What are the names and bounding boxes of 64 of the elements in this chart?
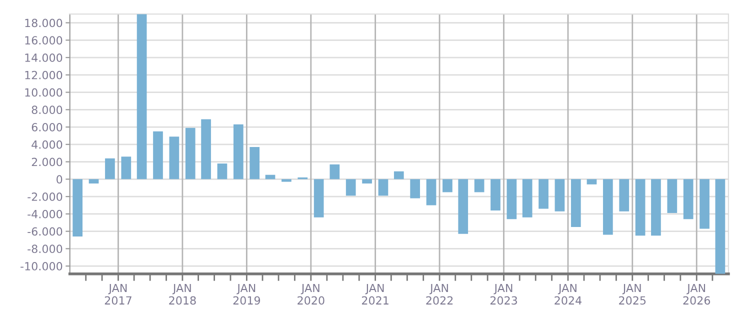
bar [410, 179, 420, 198]
bar [683, 179, 694, 220]
y-tick-label: 0 [56, 175, 62, 184]
bar [201, 119, 211, 180]
y-tick-label: 10.000 [25, 88, 62, 97]
bar [185, 128, 196, 180]
bar [88, 179, 99, 184]
bar [635, 179, 646, 236]
bar [169, 136, 180, 180]
x-tick-label: JAN 2018 [169, 284, 196, 305]
bar [538, 179, 548, 209]
bar [474, 179, 484, 192]
y-tick-label: 14.000 [25, 54, 62, 62]
x-tick-label: JAN 2019 [233, 284, 260, 305]
bar [522, 179, 532, 218]
y-tick-label: 8.000 [32, 106, 62, 114]
y-tick-label: 16.000 [25, 36, 62, 45]
bar [442, 179, 452, 192]
bar [282, 179, 292, 182]
bar [619, 179, 630, 212]
y-tick-label: -10.000 [20, 262, 62, 270]
x-tick-label: JAN 2021 [362, 284, 388, 305]
y-tick-label: 4.000 [32, 140, 62, 149]
y-tick-label: 12.000 [25, 70, 62, 80]
bar [105, 158, 115, 180]
bar [667, 179, 678, 214]
bar [121, 156, 132, 180]
x-tick-label: JAN 2024 [554, 284, 582, 305]
bar [603, 179, 613, 235]
x-tick-label: JAN 2025 [619, 284, 646, 305]
bar [136, 14, 147, 180]
y-tick-label: 18.000 [25, 18, 62, 28]
bar [570, 179, 581, 227]
x-tick-label: JAN 2017 [104, 284, 132, 305]
bar [506, 179, 517, 220]
bar [250, 147, 260, 180]
bar [700, 179, 710, 229]
bar [426, 179, 436, 206]
bar [346, 179, 356, 196]
bar [554, 179, 565, 212]
bar [314, 179, 324, 218]
bar [394, 171, 404, 180]
x-tick-label: JAN 2022 [426, 284, 453, 305]
x-tick-label: JAN 2020 [298, 284, 324, 305]
bar [715, 179, 726, 274]
bar [586, 179, 597, 184]
bar [217, 164, 228, 180]
bar [458, 179, 468, 234]
x-tick-label: JAN 2023 [490, 284, 518, 305]
bar [490, 179, 500, 210]
y-tick-label: -8.000 [28, 244, 62, 254]
bar [233, 124, 244, 180]
y-tick-label: -4.000 [28, 210, 62, 218]
bar [72, 179, 83, 237]
bar [378, 179, 388, 196]
y-tick-label: 6.000 [32, 123, 62, 132]
bar [651, 179, 661, 236]
bar [330, 164, 340, 180]
y-tick-label: -6.000 [28, 227, 62, 236]
bar [153, 131, 163, 180]
y-tick-label: -2.000 [28, 192, 62, 201]
bar [362, 179, 372, 184]
y-tick-label: 2.000 [32, 158, 62, 166]
x-tick-label: JAN 2026 [683, 284, 710, 305]
